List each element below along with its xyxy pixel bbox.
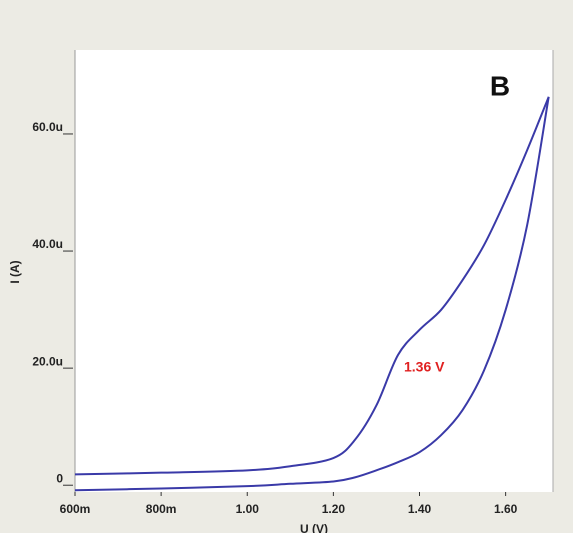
x-tick-label: 1.60 [494, 502, 518, 516]
y-tick-label: 20.0u [32, 354, 63, 368]
curve [74, 96, 550, 476]
x-tick-label: 1.00 [236, 502, 260, 516]
y-tick-label: 60.0u [32, 120, 63, 134]
x-tick-label: 800m [146, 502, 177, 516]
curve [74, 96, 550, 492]
y-axis-label: I (A) [8, 260, 22, 283]
annotation: 1.36 V [404, 359, 445, 375]
x-tick-label: 1.40 [408, 502, 432, 516]
panel-label: B [490, 70, 510, 101]
x-axis-label: U (V) [300, 522, 328, 533]
y-tick-label: 40.0u [32, 237, 63, 251]
y-tick-label: 0 [56, 471, 63, 485]
plot-area [75, 50, 553, 492]
x-tick-label: 1.20 [322, 502, 346, 516]
x-tick-label: 600m [60, 502, 91, 516]
